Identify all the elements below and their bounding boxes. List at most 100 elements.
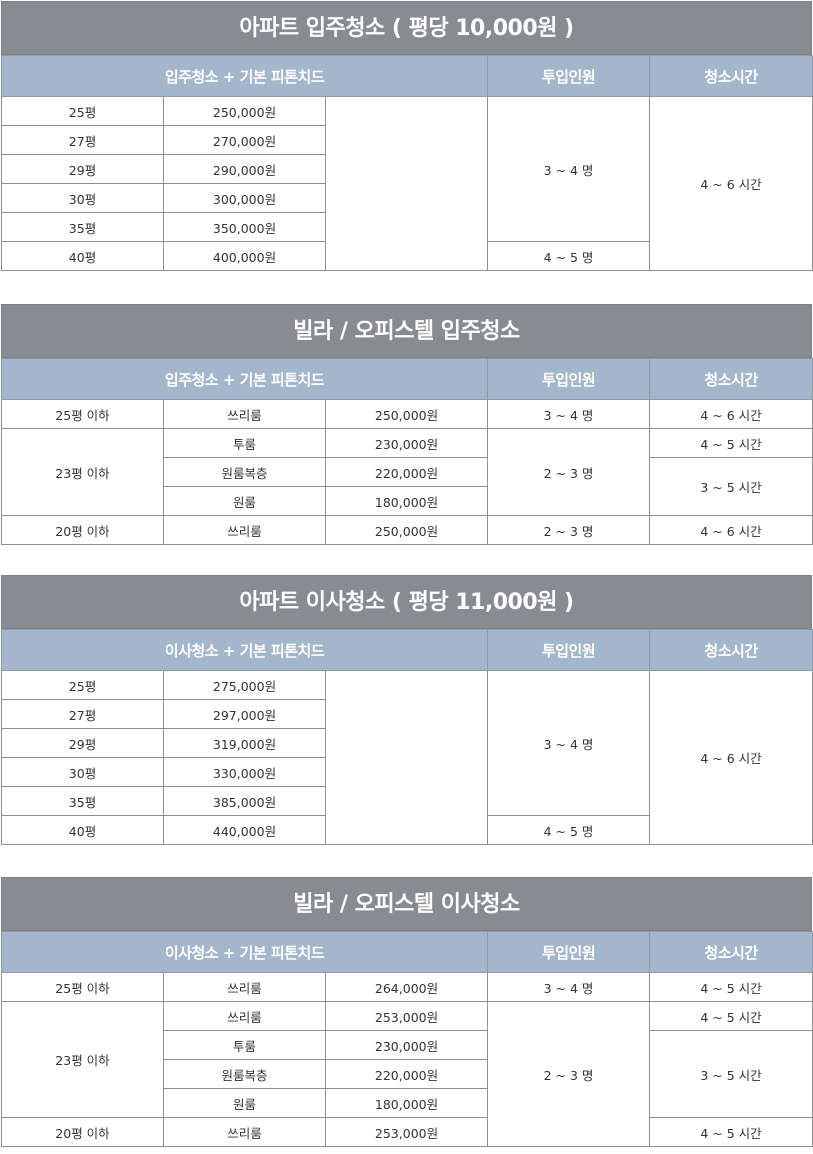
table-row: 35평 385,000원 — [1, 786, 813, 816]
price-table: 입주청소 + 기본 피톤치드 투입인원 청소시간 25평 이하 쓰리룸 250,… — [0, 358, 813, 545]
time-cell: 3 ~ 5 시간 — [649, 457, 813, 516]
size-cell: 23평 이하 — [1, 1001, 164, 1118]
type-cell: 투룸 — [163, 428, 326, 458]
time-cell: 3 ~ 5 시간 — [649, 1030, 813, 1118]
staff-cell: 4 ~ 5 명 — [487, 241, 651, 271]
empty-cell — [324, 96, 489, 271]
type-cell: 투룸 — [163, 1030, 326, 1060]
price-cell: 230,000원 — [324, 428, 489, 458]
size-cell: 29평 — [1, 728, 164, 758]
price-cell: 220,000원 — [324, 1059, 489, 1089]
price-cell: 253,000원 — [324, 1117, 489, 1147]
size-cell: 23평 이하 — [1, 428, 164, 516]
price-cell: 275,000원 — [163, 670, 326, 700]
empty-cell — [324, 670, 489, 845]
table-row: 20평 이하 쓰리룸 253,000원 4 ~ 5 시간 — [1, 1117, 813, 1147]
staff-cell: 2 ~ 3 명 — [487, 1001, 651, 1147]
size-cell: 30평 — [1, 183, 164, 213]
table-row: 20평 이하 쓰리룸 250,000원 2 ~ 3 명 4 ~ 6 시간 — [1, 515, 813, 545]
price-cell: 319,000원 — [163, 728, 326, 758]
table-row: 23평 이하 쓰리룸 253,000원 2 ~ 3 명 4 ~ 5 시간 — [1, 1001, 813, 1147]
header-time: 청소시간 — [649, 55, 813, 97]
price-cell: 297,000원 — [163, 699, 326, 729]
price-table: 이사청소 + 기본 피톤치드 투입인원 청소시간 25평 이하 쓰리룸 264,… — [0, 931, 813, 1147]
type-cell: 원룸복층 — [163, 1059, 326, 1089]
time-cell: 4 ~ 6 시간 — [649, 670, 813, 845]
time-cell: 4 ~ 6 시간 — [649, 96, 813, 271]
price-cell: 300,000원 — [163, 183, 326, 213]
header-staff: 투입인원 — [487, 629, 651, 671]
size-cell: 25평 이하 — [1, 399, 164, 429]
section-title: 빌라 / 오피스텔 이사청소 — [1, 877, 812, 931]
table-row: 원룸복층 220,000원 3 ~ 5 시간 — [2, 457, 813, 516]
time-cell: 4 ~ 5 시간 — [649, 428, 813, 458]
section-apartment-move-in: 아파트 입주청소 ( 평당 10,000원 ) 입주청소 + 기본 피톤치드 투… — [0, 1, 813, 271]
section-title: 아파트 입주청소 ( 평당 10,000원 ) — [1, 1, 812, 55]
header-time: 청소시간 — [649, 931, 813, 973]
table-row: 25평 275,000원 3 ~ 4 명 4 ~ 6 시간 — [1, 670, 813, 845]
price-cell: 250,000원 — [324, 399, 489, 429]
header-service: 입주청소 + 기본 피톤치드 — [0, 358, 489, 400]
staff-cell: 3 ~ 4 명 — [487, 399, 651, 429]
table-row: 29평 290,000원 — [1, 154, 813, 184]
section-villa-move-in: 빌라 / 오피스텔 입주청소 입주청소 + 기본 피톤치드 투입인원 청소시간 … — [0, 304, 813, 545]
price-cell: 270,000원 — [163, 125, 326, 155]
size-cell: 30평 — [1, 757, 164, 787]
section-title: 빌라 / 오피스텔 입주청소 — [1, 304, 812, 358]
table-row: 27평 270,000원 — [1, 125, 813, 155]
price-cell: 400,000원 — [163, 241, 326, 271]
price-cell: 253,000원 — [324, 1001, 489, 1031]
table-row: 25평 이하 쓰리룸 264,000원 3 ~ 4 명 4 ~ 5 시간 — [1, 972, 813, 1002]
price-cell: 180,000원 — [324, 1088, 489, 1118]
size-cell: 25평 이하 — [1, 972, 164, 1002]
time-cell: 4 ~ 6 시간 — [649, 399, 813, 429]
header-service: 입주청소 + 기본 피톤치드 — [0, 55, 489, 97]
price-cell: 290,000원 — [163, 154, 326, 184]
table-row: 27평 297,000원 — [1, 699, 813, 729]
staff-cell: 2 ~ 3 명 — [487, 515, 651, 545]
table-row: 원룸 180,000원 — [2, 486, 813, 516]
time-cell: 4 ~ 5 시간 — [649, 1117, 813, 1147]
table-row: 30평 300,000원 — [1, 183, 813, 213]
table-row: 원룸 180,000원 — [2, 1088, 813, 1118]
table-row: 35평 350,000원 — [1, 212, 813, 242]
staff-cell: 3 ~ 4 명 — [487, 670, 651, 816]
size-cell: 25평 — [1, 670, 164, 700]
section-title: 아파트 이사청소 ( 평당 11,000원 ) — [1, 575, 812, 629]
price-table: 입주청소 + 기본 피톤치드 투입인원 청소시간 25평 250,000원 3 … — [0, 55, 813, 271]
table-row: 25평 이하 쓰리룸 250,000원 3 ~ 4 명 4 ~ 6 시간 — [1, 399, 813, 429]
table-row: 29평 319,000원 — [1, 728, 813, 758]
size-cell: 25평 — [1, 96, 164, 126]
header-staff: 투입인원 — [487, 931, 651, 973]
table-row: 원룸복층 220,000원 — [2, 1059, 813, 1089]
size-cell: 29평 — [1, 154, 164, 184]
table-row: 25평 250,000원 3 ~ 4 명 4 ~ 6 시간 — [1, 96, 813, 271]
size-cell: 40평 — [1, 815, 164, 845]
price-cell: 440,000원 — [163, 815, 326, 845]
type-cell: 쓰리룸 — [163, 399, 326, 429]
time-cell: 4 ~ 5 시간 — [649, 1001, 813, 1031]
price-cell: 180,000원 — [324, 486, 489, 516]
staff-cell: 3 ~ 4 명 — [487, 972, 651, 1002]
header-staff: 투입인원 — [487, 358, 651, 400]
price-cell: 264,000원 — [324, 972, 489, 1002]
type-cell: 쓰리룸 — [163, 1001, 326, 1031]
staff-cell: 4 ~ 5 명 — [487, 815, 651, 845]
header-time: 청소시간 — [649, 629, 813, 671]
table-row: 투룸 230,000원 3 ~ 5 시간 — [2, 1030, 813, 1118]
price-cell: 330,000원 — [163, 757, 326, 787]
type-cell: 쓰리룸 — [163, 972, 326, 1002]
price-cell: 350,000원 — [163, 212, 326, 242]
price-cell: 250,000원 — [163, 96, 326, 126]
table-row: 40평 440,000원 4 ~ 5 명 — [1, 815, 813, 845]
section-apartment-moving: 아파트 이사청소 ( 평당 11,000원 ) 이사청소 + 기본 피톤치드 투… — [0, 575, 813, 845]
table-row: 40평 400,000원 4 ~ 5 명 — [1, 241, 813, 271]
table-row: 23평 이하 투룸 230,000원 2 ~ 3 명 4 ~ 5 시간 — [1, 428, 813, 516]
size-cell: 35평 — [1, 786, 164, 816]
price-cell: 220,000원 — [324, 457, 489, 487]
size-cell: 40평 — [1, 241, 164, 271]
price-cell: 385,000원 — [163, 786, 326, 816]
type-cell: 쓰리룸 — [163, 515, 326, 545]
size-cell: 27평 — [1, 125, 164, 155]
time-cell: 4 ~ 6 시간 — [649, 515, 813, 545]
